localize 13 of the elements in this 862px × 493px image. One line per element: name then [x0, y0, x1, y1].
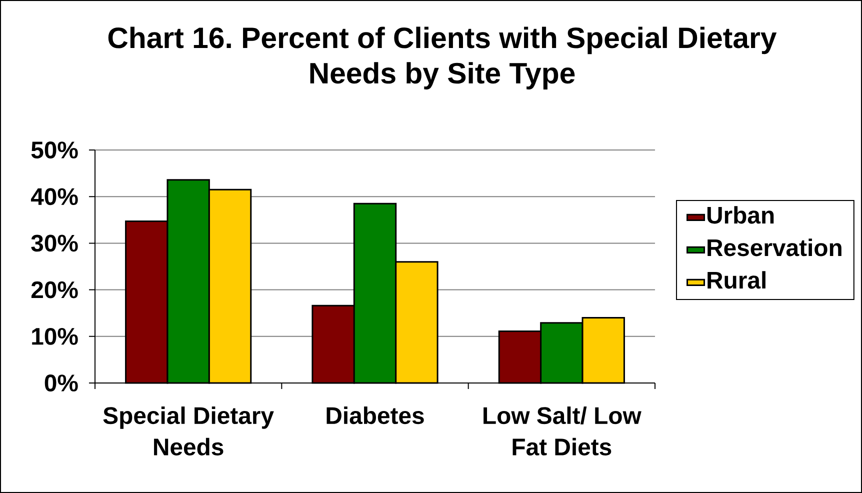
y-tick-label: 20%	[31, 281, 78, 298]
legend-label: Urban	[707, 206, 774, 224]
legend-label: Reservation	[708, 238, 842, 256]
y-tick-label: 50%	[31, 142, 78, 158]
y-tick-label: 10%	[32, 328, 78, 345]
legend-label: Rural	[708, 271, 766, 289]
y-tick-label: 0%	[44, 374, 78, 392]
x-tick-label: Special Dietary Needs	[103, 406, 274, 456]
y-tick-label: 30%	[31, 234, 78, 252]
x-tick-label: Diabetes	[326, 406, 424, 424]
chart-title: Chart 16. Percent of Clients with Special Dietary Needs by Site Type	[108, 26, 777, 90]
x-tick-label: Low Salt/ Low Fat Diets	[484, 406, 642, 456]
y-tick-label: 40%	[30, 188, 78, 206]
